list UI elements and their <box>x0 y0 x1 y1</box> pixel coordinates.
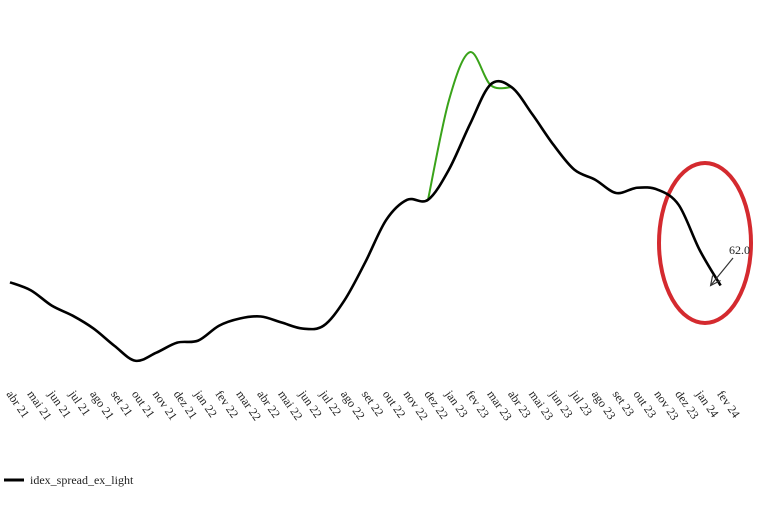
annotation: 62.0 <box>729 243 750 257</box>
annotation-arrow <box>710 257 734 286</box>
series-line <box>427 51 512 201</box>
series-line <box>9 79 722 363</box>
annotation-arrowhead <box>709 275 721 287</box>
x-tick-label: fev 24 <box>714 388 743 421</box>
legend-label: idex_spread_ex_light <box>30 473 134 487</box>
highlight-circle <box>657 161 753 325</box>
